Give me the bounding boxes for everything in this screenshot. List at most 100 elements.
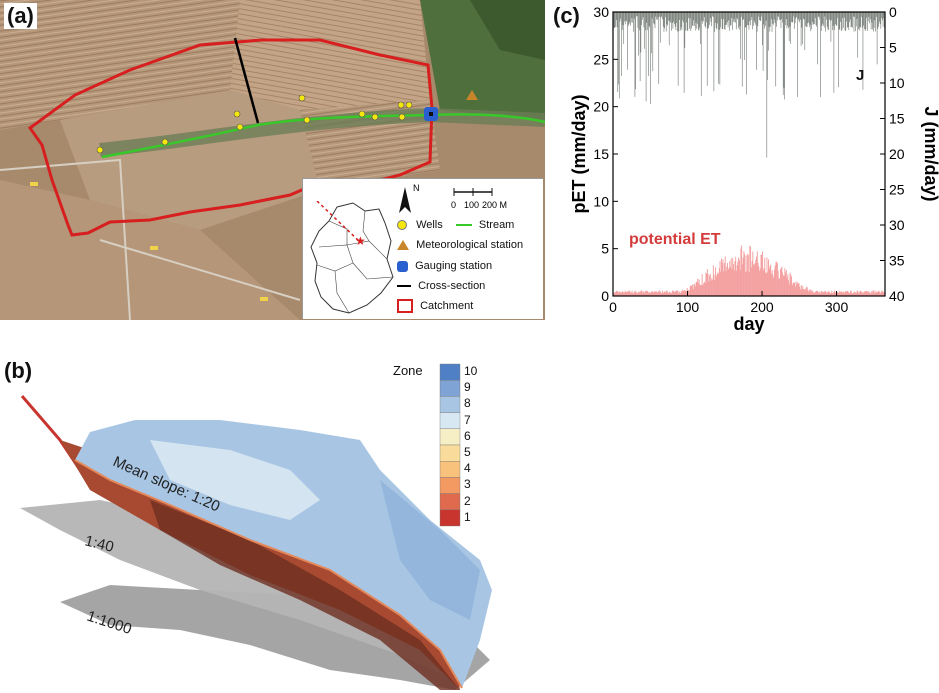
colorbar-zone-label: 5 <box>464 445 471 459</box>
j-bar <box>723 12 724 20</box>
j-bar <box>743 12 745 20</box>
pet-bar <box>738 259 740 296</box>
pet-bar <box>728 267 730 296</box>
j-bar <box>842 12 844 19</box>
pet-bar <box>684 290 686 296</box>
pet-bar <box>659 291 661 296</box>
pet-bar <box>706 273 708 296</box>
pet-bar <box>624 292 626 296</box>
pet-bar <box>735 256 737 296</box>
j-bar <box>799 12 800 23</box>
pet-bar <box>773 269 775 296</box>
plot-frame <box>612 11 886 297</box>
j-bar <box>659 12 660 17</box>
pet-bar <box>879 291 880 296</box>
well-marker <box>371 113 379 121</box>
pet-bar <box>881 290 883 296</box>
j-bar <box>759 12 761 21</box>
pet-bar <box>778 278 780 296</box>
j-bar <box>714 12 715 32</box>
pet-bar <box>676 290 678 296</box>
pet-bar <box>675 291 677 296</box>
j-bar <box>640 12 642 53</box>
cross-section-legend-label: Cross-section <box>418 280 486 292</box>
wells <box>96 94 413 154</box>
pet-bar <box>699 284 701 296</box>
pet-bar <box>689 290 690 296</box>
j-bars <box>613 12 885 158</box>
colorbar-zone-label: 7 <box>464 412 471 427</box>
pet-bar <box>871 293 873 296</box>
pet-bar <box>753 264 755 296</box>
j-bar <box>654 12 656 29</box>
j-bar <box>724 12 726 30</box>
j-bar <box>811 12 812 30</box>
j-bar <box>751 12 753 17</box>
j-bar <box>678 12 680 32</box>
pet-bar <box>846 291 848 296</box>
well-marker <box>358 110 366 118</box>
j-bar <box>701 12 703 21</box>
pet-bar <box>668 293 670 296</box>
pet-bar <box>882 290 883 296</box>
j-bar <box>793 12 794 17</box>
pet-bar <box>616 291 618 296</box>
pet-bar <box>826 292 828 296</box>
pet-bar <box>849 290 851 296</box>
j-bar <box>679 12 680 20</box>
pet-bar <box>779 269 781 296</box>
j-bar <box>617 12 619 92</box>
pet-bar <box>651 291 653 296</box>
pet-bar <box>832 293 834 296</box>
j-bar <box>725 12 727 26</box>
pet-bar <box>695 282 697 296</box>
pet-bar <box>656 291 658 296</box>
top-surface-highlight <box>150 440 320 520</box>
pet-bar <box>761 255 763 296</box>
pet-bar <box>719 260 721 296</box>
pet-bar <box>658 290 660 296</box>
colorbar-swatch <box>439 428 461 446</box>
j-bar <box>877 12 879 29</box>
j-bar <box>808 12 809 23</box>
j-bar <box>697 12 699 30</box>
pet-bar <box>817 290 819 296</box>
pet-bar <box>691 284 693 296</box>
j-bar <box>724 12 725 29</box>
j-bar <box>864 12 866 31</box>
pet-bar <box>749 245 751 296</box>
j-bar <box>745 12 747 28</box>
pet-bar <box>642 291 644 296</box>
pet-bar <box>833 291 835 296</box>
pet-bar <box>665 290 667 296</box>
j-bar <box>677 12 678 32</box>
pet-bar <box>727 263 728 296</box>
pet-bar <box>832 292 834 296</box>
j-bar <box>638 12 639 56</box>
j-bar <box>681 12 683 30</box>
j-bar <box>880 12 882 29</box>
pet-bar <box>671 292 673 296</box>
j-bar <box>634 12 636 97</box>
j-bar <box>782 12 784 95</box>
j-bar <box>820 12 821 98</box>
pet-bar <box>767 272 769 296</box>
pet-bar <box>665 292 667 296</box>
pet-bar <box>638 291 640 296</box>
j-bar <box>865 12 867 30</box>
pet-bar <box>718 273 720 296</box>
j-bar <box>667 12 668 26</box>
pet-bar <box>839 291 841 296</box>
zone-stack-body-dark <box>150 500 460 690</box>
pet-bar <box>656 292 658 296</box>
j-bar <box>655 12 657 17</box>
j-bar <box>800 12 801 20</box>
colorbar-zone-label: 1 <box>464 509 471 524</box>
pet-bar <box>627 291 629 296</box>
j-bar <box>785 12 787 20</box>
y-right-tick-label: 30 <box>889 217 905 233</box>
j-bar <box>704 12 706 27</box>
j-bar <box>771 12 773 32</box>
j-bar <box>773 12 775 20</box>
pet-bar <box>873 290 875 296</box>
